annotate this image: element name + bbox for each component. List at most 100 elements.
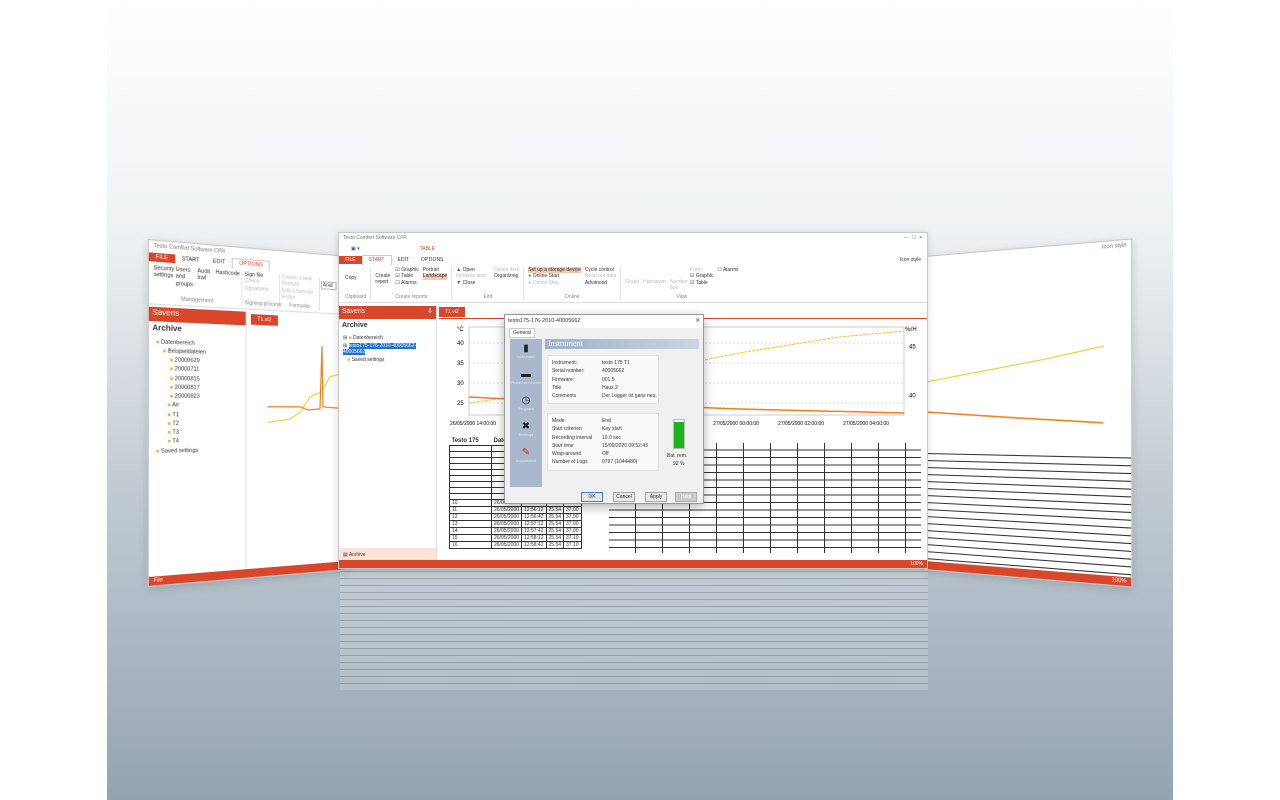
cancel-button[interactable]: Cancel <box>613 492 635 503</box>
y-tick-label: 30 <box>457 381 464 387</box>
table-row[interactable]: 14 26/05/2000 12:57:42 25.54 37.00 <box>449 527 582 535</box>
field-value: testo 175 T1 <box>602 360 630 366</box>
audit-trail-button[interactable]: Audit trail <box>197 268 211 282</box>
field-value: 001.5 <box>602 376 615 383</box>
field-value: 15/09/2020 09:52:43 <box>602 442 648 449</box>
number-box-button[interactable]: Number box <box>669 279 688 292</box>
humidity-line <box>926 346 1103 382</box>
create-report-button[interactable]: Create report <box>375 273 391 286</box>
table-cell: 25.54 <box>545 527 565 535</box>
table-row[interactable]: 15 26/05/2000 12:58:12 25.54 37.10 <box>449 534 582 542</box>
tab-edit[interactable]: EDIT <box>212 258 226 266</box>
y2-axis-label: %rH <box>905 327 917 333</box>
label: Instrument <box>516 354 536 359</box>
dialog-nav-item[interactable]: ▬ Probe connection <box>510 369 542 385</box>
alarms-checkbox[interactable]: ☐ Alarms <box>395 279 417 286</box>
landscape-button[interactable]: Landscape <box>422 273 448 280</box>
close-icon[interactable]: ✕ <box>695 318 700 324</box>
cycle-control-button[interactable]: Cycle control <box>584 267 614 273</box>
table-cell: 26/05/2000 <box>490 520 523 528</box>
ok-button[interactable]: OK <box>581 492 603 503</box>
users-groups-button[interactable]: Users and groups <box>175 266 193 288</box>
portrait-button[interactable]: Portrait <box>422 267 439 273</box>
label: 20000815 <box>174 375 200 383</box>
archive-footer-button[interactable]: ▤ Archive <box>339 548 436 562</box>
dialog-nav-item[interactable]: ▮ Instrument <box>510 343 542 359</box>
icon-style-dropdown[interactable]: Icon style <box>1102 242 1127 251</box>
zoom-level: 100% <box>910 561 923 567</box>
doc-tab[interactable]: T1.vi2 <box>439 307 465 318</box>
online-stop-button[interactable]: ● Online Stop <box>528 279 559 286</box>
help-button[interactable]: Help <box>675 492 697 503</box>
field-label: Comments <box>552 393 577 399</box>
tab-options[interactable]: OPTIONS <box>420 256 444 263</box>
archive-tree: ■ Datenbereich ■ Beispieldateien ■ 2000062… <box>149 337 246 456</box>
table-cell: 25.54 <box>545 541 565 549</box>
table-cell: 37.10 <box>563 541 582 549</box>
advanced-dropdown[interactable]: Advanced <box>584 279 608 286</box>
table-cell: 26/05/2000 <box>490 506 523 514</box>
ribbon: Copy Clipboard Create report ☑ Graphic ☑ T… <box>339 265 927 303</box>
field-label: Start criterion <box>552 426 582 433</box>
security-settings-button[interactable]: Security settings <box>153 264 175 280</box>
graph-button[interactable]: Graph <box>625 279 640 285</box>
tab-general[interactable]: General <box>509 327 535 338</box>
table-row[interactable]: 12 26/05/2000 12:56:42 25.54 37.00 <box>449 513 582 521</box>
table-checkbox[interactable]: ☑ Table <box>395 273 414 280</box>
organizing-dropdown[interactable]: Organizing <box>494 273 519 280</box>
view-table-checkbox[interactable]: ☑ Table <box>689 279 708 286</box>
tab-file[interactable]: FILE <box>148 252 175 264</box>
icon-style-dropdown[interactable]: Icon style <box>899 256 921 263</box>
label: Datenbereich <box>160 338 195 347</box>
contextual-tab-table[interactable]: TABLE <box>419 245 436 252</box>
form-button[interactable]: Form <box>689 267 702 273</box>
delete-item-button[interactable]: Delete item <box>494 267 520 273</box>
dialog-nav-item[interactable]: ◷ Program <box>510 395 542 411</box>
dialog-nav-item[interactable]: ✎ Adjustment <box>510 447 542 463</box>
table-cell: 37.00 <box>563 513 582 521</box>
tree-item[interactable]: ■ 20000823 <box>169 393 200 401</box>
window-controls[interactable]: — ☐ ✕ <box>903 235 923 241</box>
archive-heading: Archive <box>342 321 368 329</box>
apply-button[interactable]: Apply <box>645 492 667 503</box>
setup-storage-button[interactable]: Set up a storage device <box>528 267 581 274</box>
table-row[interactable]: 13 26/05/2000 12:57:12 25.54 37.00 <box>449 520 582 528</box>
tab-start[interactable]: START <box>361 255 392 265</box>
tree-item[interactable]: ■ Air <box>167 402 180 409</box>
open-button[interactable]: ▲ Open <box>456 267 475 273</box>
status-bar: 100% <box>339 560 927 568</box>
field-value: 0797 (1044480) <box>602 459 638 466</box>
dialog-nav-item[interactable]: ✖ Settings <box>510 421 542 437</box>
online-start-button[interactable]: ● Online Start <box>528 273 560 280</box>
tree-item[interactable]: ■ Saved settings <box>155 447 199 455</box>
table-row[interactable]: 11 26/05/2000 12:56:12 25.54 37.00 <box>449 506 582 514</box>
table-row[interactable]: 16 26/05/2000 12:58:42 25.54 37.10 <box>449 541 582 549</box>
histogram-button[interactable]: Histogram <box>643 279 666 285</box>
read-out-data-button[interactable]: Read out data <box>584 273 617 280</box>
pin-icon[interactable]: ⇓ <box>427 308 433 315</box>
view-alarms-checkbox[interactable]: ☐ Alarms <box>717 267 739 273</box>
tree-item[interactable]: ■ T1 <box>167 411 179 418</box>
save-icon[interactable]: ▣ ▾ <box>351 245 360 252</box>
tree-item[interactable]: ⊞ ■ Datenbereich <box>343 334 383 341</box>
tab-edit[interactable]: EDIT <box>397 256 409 263</box>
battery-value: 92 % <box>673 461 685 467</box>
tree-item[interactable]: ■ Saved settings <box>347 357 385 364</box>
font-select[interactable]: Arial <box>320 281 337 291</box>
copy-button[interactable]: Copy <box>345 275 357 281</box>
label: Online Start <box>532 273 560 280</box>
view-graphic-checkbox[interactable]: ☑ Graphic <box>689 273 714 280</box>
graphic-checkbox[interactable]: ☑ Graphic <box>395 267 419 273</box>
doc-tab[interactable]: T1.vi2 <box>250 314 278 327</box>
close-button[interactable]: ▼ Close <box>456 279 476 286</box>
check-signatures-button[interactable]: Check signatures <box>244 278 269 293</box>
y-tick-label: 35 <box>457 361 464 367</box>
table-cell: 25.54 <box>545 534 565 542</box>
tree-item-selected[interactable]: ⊞ testo175-176-2010-40005662- 40005662 <box>343 342 417 355</box>
rename-item-button[interactable]: Rename item <box>456 273 486 280</box>
table-cell: 12:56:42 <box>521 513 547 521</box>
table-cell: 13 <box>449 520 492 528</box>
hashcode-button[interactable]: Hashcode <box>215 269 240 278</box>
tab-file[interactable]: FILE <box>339 255 362 265</box>
field-value: Der Logger ist ganz neu. <box>602 393 657 399</box>
